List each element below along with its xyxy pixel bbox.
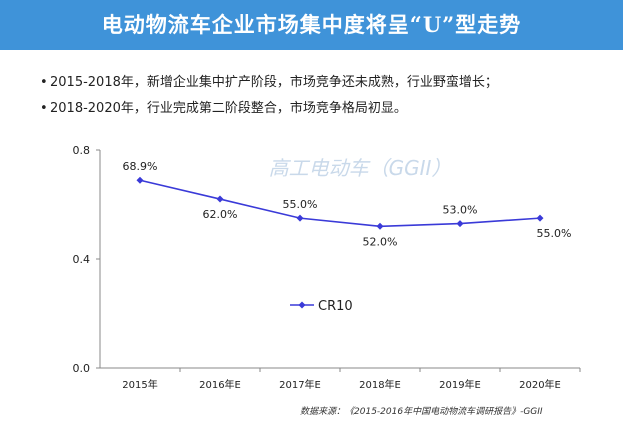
data-label: 62.0% bbox=[203, 208, 238, 221]
series-line-cr10 bbox=[139, 179, 541, 228]
x-tick-label: 2017年E bbox=[279, 378, 321, 391]
x-tick-label: 2018年E bbox=[359, 378, 401, 391]
data-point-marker bbox=[136, 176, 144, 184]
x-tick-label: 2015年 bbox=[122, 378, 157, 391]
bullet-text: 2018-2020年，行业完成第二阶段整合，市场竞争格局初显。 bbox=[50, 101, 407, 116]
title-bar bbox=[0, 0, 623, 50]
legend-marker bbox=[298, 301, 306, 309]
page-title: 电动物流车企业市场集中度将呈“U”型走势 bbox=[101, 12, 522, 37]
x-tick-label: 2019年E bbox=[439, 378, 481, 391]
data-label: 55.0% bbox=[283, 198, 318, 211]
data-label: 53.0% bbox=[443, 204, 478, 217]
line-chart: 高工电动车（GGII） 0.0 0.4 0.8 2015年 2016年E 2017年E 201… bbox=[73, 144, 581, 391]
data-point-marker bbox=[456, 220, 464, 228]
data-point-marker bbox=[376, 222, 384, 230]
data-point-marker bbox=[296, 214, 304, 222]
bullet-list: • 2015-2018年，新增企业集中扩产阶段，市场竞争还未成熟，行业野蛮增长； … bbox=[40, 70, 610, 122]
bullet-item: • 2015-2018年，新增企业集中扩产阶段，市场竞争还未成熟，行业野蛮增长； bbox=[40, 70, 610, 96]
y-tick-label: 0.8 bbox=[73, 144, 91, 157]
bullet-text: 2015-2018年，新增企业集中扩产阶段，市场竞争还未成熟，行业野蛮增长； bbox=[50, 75, 498, 90]
data-label: 55.0% bbox=[537, 227, 572, 240]
watermark-text: 高工电动车（GGII） bbox=[269, 156, 452, 180]
data-label: 52.0% bbox=[363, 235, 398, 248]
data-label: 68.9% bbox=[123, 160, 158, 173]
x-tick-label: 2016年E bbox=[199, 378, 241, 391]
bullet-item: • 2018-2020年，行业完成第二阶段整合，市场竞争格局初显。 bbox=[40, 96, 610, 122]
data-point-marker bbox=[216, 195, 224, 203]
bullet-dot: • bbox=[40, 75, 48, 90]
bullet-dot: • bbox=[40, 101, 48, 116]
y-tick-label: 0.0 bbox=[73, 362, 91, 375]
data-point-marker bbox=[536, 214, 544, 222]
source-text: 《2015-2016年中国电动物流车调研报告》-GGII bbox=[345, 407, 543, 417]
source-prefix: 数据来源： bbox=[300, 407, 346, 417]
legend-label: CR10 bbox=[318, 299, 353, 314]
x-tick-label: 2020年E bbox=[519, 378, 561, 391]
y-tick-label: 0.4 bbox=[73, 253, 91, 266]
source-note: 数据来源：《2015-2016年中国电动物流车调研报告》-GGII bbox=[300, 404, 600, 417]
